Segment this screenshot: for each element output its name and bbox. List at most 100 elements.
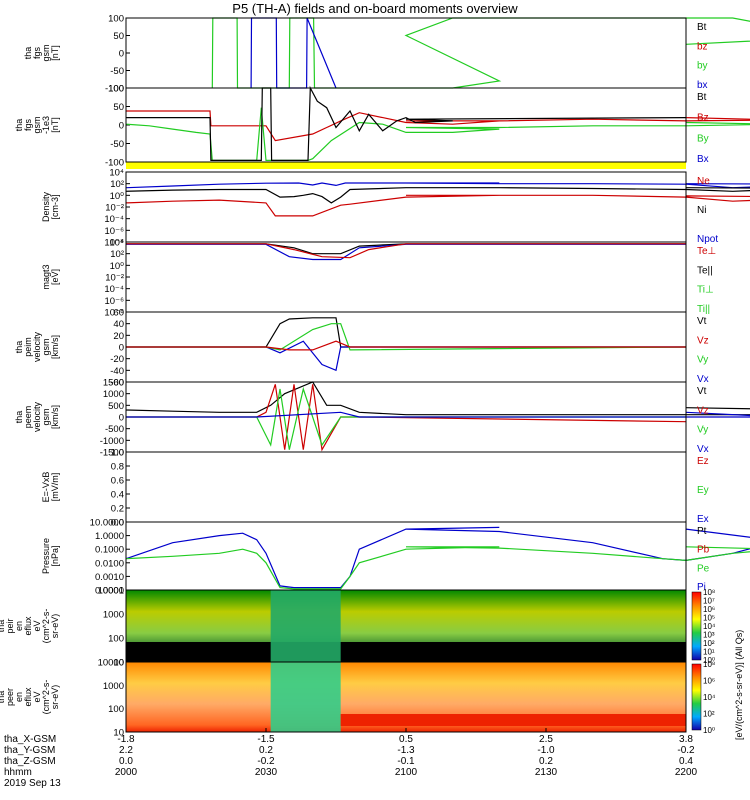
- y-tick-label: 1.0000: [95, 531, 124, 542]
- y-tick-label: 10000: [98, 586, 124, 597]
- page-title: P5 (TH-A) fields and on-board moments ov…: [232, 1, 518, 16]
- x-tick-label: 2130: [535, 767, 558, 778]
- panel-frame: [125, 451, 687, 523]
- y-tick-label: 0.0010: [95, 572, 124, 583]
- y-tick-label: 1000: [103, 610, 124, 621]
- series-line-Vz: [126, 340, 686, 351]
- y-tick-label: 0.2: [111, 504, 124, 515]
- legend-item-Vz: Vz: [697, 405, 709, 416]
- x-axis-row-label: 2019 Sep 13: [4, 778, 61, 789]
- legend-item-Pe: Pe: [697, 563, 710, 574]
- y-tick-label: 0.0100: [95, 558, 124, 569]
- x-tick-label: 2.2: [119, 745, 133, 756]
- series-line-bx: [250, 17, 337, 89]
- y-axis-label: [nT]: [50, 45, 60, 61]
- y-axis-label: peer: [5, 688, 15, 706]
- y-tick-label: 1500: [103, 378, 124, 389]
- y-axis-label: tha: [14, 341, 24, 354]
- panel-9: tha peir en eflux eV (cm^2-s-sr-eV) 10000 1000 1…: [0, 586, 716, 669]
- series-line-Vt: [125, 381, 750, 416]
- x-tick-label: -1.3: [397, 745, 415, 756]
- series-line-Pi: [125, 526, 750, 589]
- y-axis-label: gsm: [41, 338, 51, 355]
- x-tick-label: 2030: [255, 767, 278, 778]
- y-axis-label: [nT]: [50, 117, 60, 133]
- y-axis-label: eflux: [23, 616, 33, 636]
- y-axis-label: [eV]: [50, 269, 60, 285]
- y-tick-label: 0: [119, 343, 124, 354]
- x-tick-label: 3.8: [679, 734, 693, 745]
- panel-6: tha peem velocity gsm [km/s] 150010005000-500…: [14, 378, 750, 459]
- legend-item-Ez: Ez: [697, 456, 709, 467]
- y-tick-label: 500: [108, 401, 124, 412]
- colorbar-tick-label: 10⁴: [703, 622, 716, 631]
- y-tick-label: 10⁻⁸: [104, 308, 124, 319]
- y-axis-label: tha: [14, 119, 24, 132]
- legend-item-by: by: [697, 61, 708, 72]
- y-axis-label: fgs: [32, 47, 42, 60]
- y-tick-label: 10⁻²: [105, 273, 124, 284]
- y-tick-label: 10⁻⁸: [104, 238, 124, 249]
- y-axis-label: eV: [32, 691, 42, 702]
- panel-frame: [125, 87, 687, 163]
- panel-frame: [125, 521, 687, 591]
- y-tick-label: 0: [119, 49, 124, 60]
- series-line-Bz: [126, 110, 750, 142]
- y-axis-label: [nPa]: [50, 545, 60, 566]
- legend-item-Bt: Bt: [697, 22, 707, 33]
- y-axis-label: (cm^2-s-: [41, 609, 51, 644]
- panel-4: magt3 [eV]10⁴10²10⁰10⁻²10⁻⁴10⁻⁶10⁻⁸Te⊥Te|…: [41, 238, 716, 319]
- y-tick-label: 10: [113, 728, 124, 739]
- x-tick-label: 2000: [115, 767, 138, 778]
- x-tick-label: -0.1: [397, 756, 415, 767]
- spectrogram-band: [340, 714, 686, 726]
- series-line-Npot: [125, 182, 750, 189]
- y-tick-label: 10000: [98, 658, 124, 669]
- y-axis-label: peem: [23, 406, 33, 429]
- y-tick-label: 10⁻⁴: [104, 214, 124, 225]
- y-tick-label: -1000: [100, 436, 124, 447]
- legend-item-Vy: Vy: [697, 355, 708, 366]
- series-line-Vx: [126, 340, 686, 372]
- legend-item-Vt: Vt: [697, 316, 707, 327]
- y-tick-label: 10⁻⁴: [104, 284, 124, 295]
- panel-1: tha fgs gsm [nT] 100 50 0 -50 -100 Bt bz by bx: [23, 14, 750, 95]
- y-tick-label: 10⁻⁶: [105, 226, 125, 237]
- y-axis-label: Pressure: [41, 538, 51, 574]
- x-axis-row-label: tha_Y-GSM: [4, 745, 55, 756]
- panel-2: tha fgs gsm -1e3 [nT] 100 50 0 -50 -100 Bt Bz By Bx: [14, 84, 750, 169]
- y-axis-label: (cm^2-s-: [41, 680, 51, 715]
- y-tick-label: 10²: [110, 179, 124, 190]
- y-axis-label: en: [14, 621, 24, 631]
- series-line-Ne: [125, 194, 750, 217]
- colorbar-tick-label: 10⁶: [703, 677, 715, 686]
- x-tick-label: -1.8: [117, 734, 135, 745]
- series-line-Pe: [125, 546, 750, 590]
- y-axis-label: tha: [0, 620, 6, 633]
- x-axis-row-label: tha_X-GSM: [4, 734, 56, 745]
- y-axis-label: velocity: [32, 331, 42, 362]
- legend-item-Te⊥: Te⊥: [697, 246, 716, 257]
- y-tick-label: 10²: [110, 249, 124, 260]
- series-line-by: [211, 17, 750, 89]
- series-line-Vt: [126, 317, 686, 348]
- y-tick-label: 1000: [103, 681, 124, 692]
- x-axis-row-label: hhmm: [4, 767, 32, 778]
- y-tick-label: -50: [110, 139, 124, 150]
- y-tick-label: 10.0000: [90, 518, 124, 529]
- y-tick-label: 1000: [103, 389, 124, 400]
- y-tick-label: 0.8: [111, 462, 124, 473]
- y-tick-label: -60: [110, 378, 124, 389]
- y-tick-label: 10⁻²: [105, 203, 124, 214]
- x-tick-label: 0.2: [539, 756, 553, 767]
- status-bar: [126, 162, 686, 169]
- legend-item-Ti||: Ti||: [697, 304, 710, 315]
- x-tick-label: -1.5: [257, 734, 275, 745]
- y-tick-label: 40: [113, 319, 124, 330]
- y-axis-label: sr-eV): [50, 614, 60, 639]
- x-tick-label: 2.5: [539, 734, 553, 745]
- legend-item-Npot: Npot: [697, 234, 718, 245]
- y-tick-label: -100: [105, 84, 124, 95]
- y-tick-label: 100: [108, 14, 124, 25]
- panel-7: E=-VxB [mV/m] 1.0 0.8 0.6 0.4 0.2 0.0 Ez Ey Ex: [41, 448, 709, 529]
